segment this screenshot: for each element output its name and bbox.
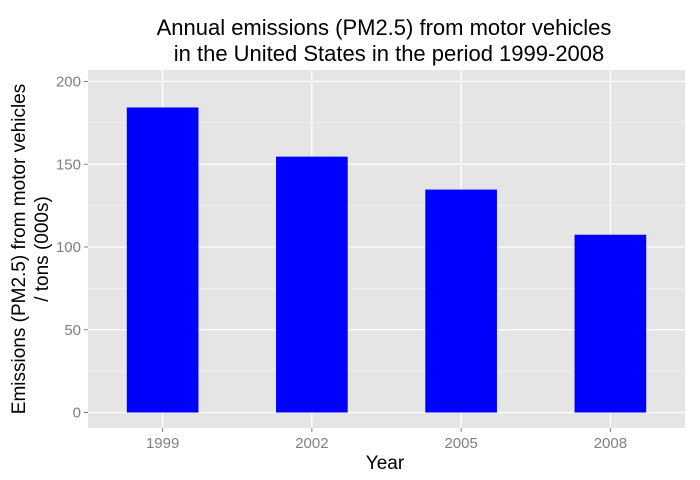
bar-2005	[425, 189, 497, 413]
bar-2002	[276, 156, 348, 413]
y-tick-label: 100	[56, 239, 81, 256]
bars	[126, 107, 647, 413]
x-tick-label: 2005	[444, 435, 477, 452]
x-axis-title: Year	[366, 453, 405, 474]
y-tick-label: 200	[56, 74, 81, 91]
chart-title-line-1: Annual emissions (PM2.5) from motor vehi…	[157, 15, 612, 40]
y-axis-title-line-1: Emissions (PM2.5) from motor vehicles	[9, 84, 30, 414]
x-tick-label: 2002	[295, 435, 328, 452]
x-axis-ticks: 1999 2002 2005 2008	[146, 428, 627, 452]
x-tick-label: 1999	[146, 435, 179, 452]
bar-2008	[574, 234, 647, 413]
y-tick-label: 50	[64, 322, 81, 339]
y-tick-label: 150	[56, 156, 81, 173]
x-tick-label: 2008	[594, 435, 627, 452]
y-axis-title-line-2: / tons (000s)	[32, 196, 53, 302]
bar-1999	[126, 107, 199, 413]
chart-title-line-2: in the United States in the period 1999-…	[174, 41, 605, 66]
y-tick-label: 0	[73, 405, 81, 422]
y-axis-ticks: 0 50 100 150 200	[56, 74, 88, 422]
